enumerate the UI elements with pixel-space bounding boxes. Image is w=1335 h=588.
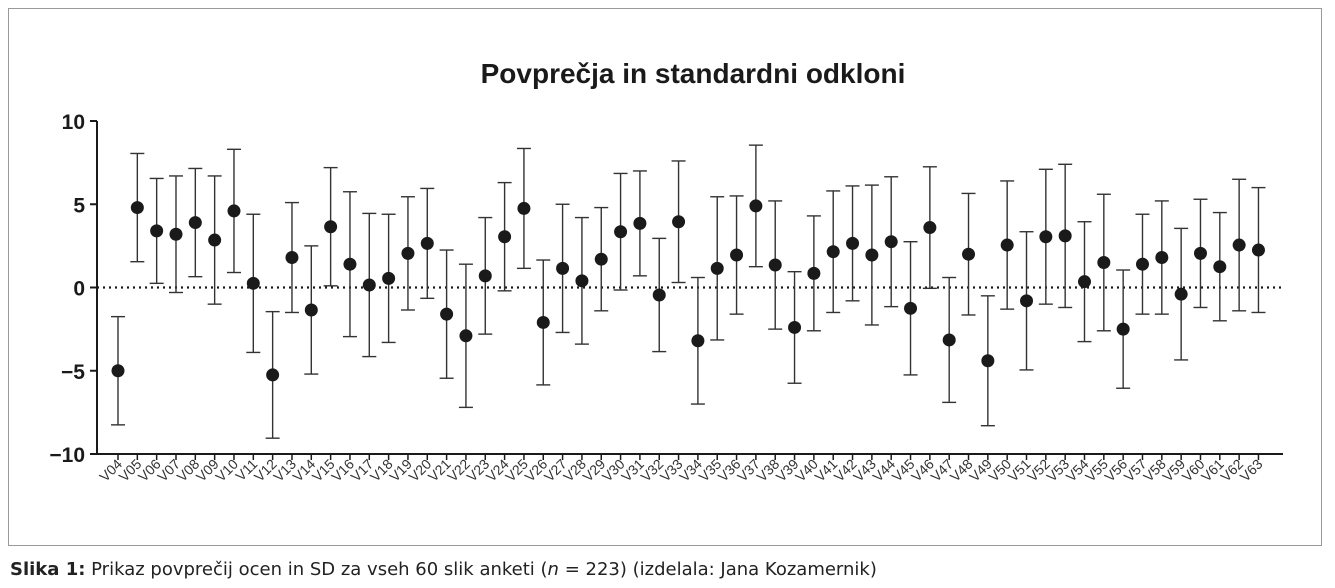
- mean-point-V13: [285, 251, 299, 265]
- mean-point-V51: [1020, 294, 1034, 308]
- mean-point-V32: [652, 288, 666, 302]
- caption-n-symbol: n: [547, 559, 559, 580]
- caption-text-a: Prikaz povprečij ocen in SD za vseh 60 s…: [85, 559, 548, 580]
- mean-point-V30: [614, 225, 628, 239]
- mean-point-V35: [710, 261, 724, 275]
- mean-point-V37: [749, 199, 763, 213]
- y-axis: −10 −5 0 5 10: [49, 111, 98, 467]
- mean-point-V19: [401, 246, 415, 260]
- mean-point-V59: [1174, 287, 1188, 301]
- mean-point-V21: [440, 307, 454, 321]
- mean-point-V22: [459, 329, 473, 343]
- mean-point-V17: [362, 278, 376, 292]
- caption-label: Slika 1:: [10, 559, 86, 580]
- mean-point-V49: [981, 354, 995, 368]
- mean-point-V56: [1116, 322, 1130, 336]
- mean-point-V40: [807, 266, 821, 280]
- mean-point-V23: [478, 269, 492, 283]
- mean-point-V50: [1000, 238, 1014, 252]
- mean-point-V07: [169, 227, 183, 241]
- mean-point-V39: [788, 320, 802, 334]
- mean-point-V31: [633, 216, 647, 230]
- x-axis: V04V05V06V07V08V09V10V11V12V13V14V15V16V…: [96, 453, 1283, 485]
- caption-text-b: = 223) (izdelala: Jana Kozamernik): [558, 559, 877, 580]
- y-tick-label: −5: [61, 361, 85, 384]
- mean-point-V25: [517, 201, 531, 215]
- mean-point-V20: [420, 236, 434, 250]
- mean-points: [111, 199, 1265, 382]
- mean-point-V15: [324, 220, 338, 234]
- error-bars: [111, 144, 1266, 439]
- chart-frame: [8, 8, 1322, 546]
- mean-point-V55: [1097, 256, 1111, 270]
- mean-point-V10: [227, 204, 241, 218]
- mean-point-V05: [130, 201, 144, 215]
- mean-point-V57: [1135, 257, 1149, 271]
- mean-point-V52: [1039, 230, 1053, 244]
- chart-svg: Povprečja in standardni odkloni −10 −5 0 5 1…: [49, 58, 1283, 485]
- mean-point-V04: [111, 364, 125, 378]
- mean-point-V63: [1251, 243, 1265, 257]
- mean-point-V28: [575, 274, 589, 288]
- mean-point-V44: [884, 235, 898, 249]
- mean-point-V11: [246, 276, 260, 290]
- mean-point-V46: [923, 221, 937, 235]
- mean-point-V06: [150, 224, 164, 238]
- mean-point-V29: [594, 252, 608, 266]
- mean-point-V58: [1155, 251, 1169, 265]
- figure-caption: Slika 1: Prikaz povprečij ocen in SD za …: [10, 559, 877, 580]
- y-tick-label: 5: [73, 194, 85, 217]
- mean-point-V53: [1058, 229, 1072, 243]
- mean-point-V33: [672, 215, 686, 229]
- mean-point-V26: [536, 315, 550, 329]
- y-tick-label: 0: [73, 278, 85, 301]
- mean-point-V27: [556, 261, 570, 275]
- mean-point-V42: [846, 236, 860, 250]
- mean-point-V18: [382, 271, 396, 285]
- chart-title: Povprečja in standardni odkloni: [481, 58, 906, 89]
- mean-point-V12: [266, 368, 280, 382]
- y-tick-label: 10: [62, 111, 85, 134]
- mean-point-V45: [904, 301, 918, 315]
- mean-point-V14: [304, 303, 318, 317]
- mean-point-V09: [208, 233, 222, 247]
- mean-point-V62: [1232, 238, 1246, 252]
- mean-point-V47: [942, 333, 956, 347]
- mean-point-V61: [1213, 260, 1227, 274]
- mean-point-V08: [188, 216, 202, 230]
- y-tick-label: −10: [49, 444, 85, 467]
- mean-point-V38: [768, 258, 782, 272]
- mean-point-V36: [730, 248, 744, 262]
- mean-point-V24: [498, 230, 512, 244]
- mean-point-V41: [826, 245, 840, 259]
- mean-point-V43: [865, 248, 879, 262]
- mean-point-V16: [343, 257, 357, 271]
- mean-point-V48: [962, 247, 976, 261]
- mean-point-V54: [1078, 275, 1091, 289]
- x-tick-label: V63: [1237, 456, 1266, 485]
- mean-point-V34: [691, 334, 705, 348]
- mean-point-V60: [1193, 246, 1207, 260]
